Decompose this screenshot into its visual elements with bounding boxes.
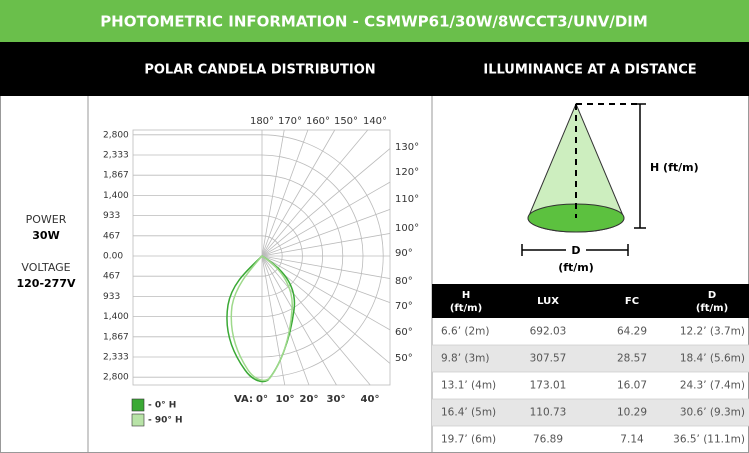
table-cell: 19.7’ (6m) [441,434,496,446]
table-cell: 692.03 [530,326,567,338]
table-cell: 16.07 [617,380,647,392]
spec-label: POWER [26,213,67,226]
angle-label: 50° [395,353,413,364]
radial-label: 467 [103,231,120,241]
table-cell: 10.29 [617,407,647,419]
column-header: LUX [537,296,559,307]
table-cell: 13.1’ (4m) [441,380,496,392]
angle-label: 40° [361,394,380,405]
legend-label: - 90° H [148,416,183,426]
radial-label: 1,867 [103,171,129,181]
angle-label: 80° [395,276,413,287]
angle-label: 150° [334,116,358,127]
table-cell: 36.5’ (11.1m) [673,434,745,446]
table-cell: 12.2’ (3.7m) [680,326,745,338]
radial-label: 1,400 [103,191,129,201]
radial-label: 0.00 [103,252,123,262]
angle-label: 100° [395,223,419,234]
legend-label: - 0° H [148,401,176,411]
column-unit: (ft/m) [450,303,482,314]
table-cell: 24.3’ (7.4m) [680,380,745,392]
angle-label: 130° [395,142,419,153]
angle-label: 30° [327,394,346,405]
table-cell: 28.57 [617,353,647,365]
radial-label: 933 [103,292,120,302]
table-cell: 30.6’ (9.3m) [680,407,745,419]
radial-label: 2,333 [103,353,129,363]
cone-diagram [522,104,646,256]
radial-label: 1,867 [103,332,129,342]
diameter-unit: (ft/m) [558,261,594,274]
angle-label: VA: [234,394,253,405]
section-heading: ILLUMINANCE AT A DISTANCE [483,63,696,78]
radial-label: 2,800 [103,130,129,140]
angle-label: 0° [256,394,268,405]
legend-swatch [132,399,144,411]
page-title: PHOTOMETRIC INFORMATION - CSMWP61/30W/8W… [100,13,648,31]
angle-label: 20° [300,394,319,405]
column-header: D [708,290,716,301]
table-cell: 110.73 [530,407,567,419]
radial-label: 2,800 [103,373,129,383]
section-heading: POLAR CANDELA DISTRIBUTION [144,63,375,78]
angle-label: 70° [395,301,413,312]
table-cell: 9.8’ (3m) [441,353,489,365]
table-cell: 6.6’ (2m) [441,326,489,338]
column-header: FC [625,296,639,307]
spec-value: 120-277V [16,277,75,290]
table-cell: 64.29 [617,326,647,338]
angle-label: 160° [306,116,330,127]
angle-label: 120° [395,167,419,178]
spec-label: VOLTAGE [21,261,70,274]
angle-label: 90° [395,248,413,259]
spec-value: 30W [32,229,59,242]
spec-sheet: PHOTOMETRIC INFORMATION - CSMWP61/30W/8W… [0,0,749,453]
table-cell: 16.4’ (5m) [441,407,496,419]
radial-label: 2,333 [103,151,129,161]
diameter-label: D [571,244,580,257]
legend-swatch [132,414,144,426]
angle-label: 180° [250,116,274,127]
table-cell: 173.01 [530,380,567,392]
radial-label: 467 [103,272,120,282]
table-cell: 76.89 [533,434,563,446]
radial-label: 1,400 [103,312,129,322]
angle-label: 110° [395,194,419,205]
table-cell: 7.14 [620,434,644,446]
column-unit: (ft/m) [696,303,728,314]
radial-label: 933 [103,211,120,221]
column-header: H [462,290,470,301]
angle-label: 140° [363,116,387,127]
curve-0h [227,256,294,382]
angle-label: 10° [276,394,295,405]
table-cell: 307.57 [530,353,567,365]
table-cell: 18.4’ (5.6m) [680,353,745,365]
polar-grid: 2,800 2,333 1,867 1,400 933 467 0.00 467 933 1,40… [103,116,419,405]
angle-label: 170° [278,116,302,127]
angle-label: 60° [395,327,413,338]
height-label: H (ft/m) [650,161,699,174]
